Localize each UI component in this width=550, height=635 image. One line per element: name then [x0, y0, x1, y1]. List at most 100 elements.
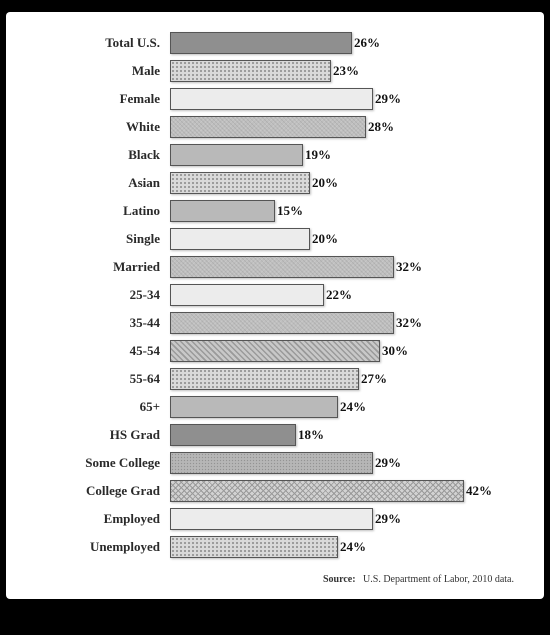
bar-fill: [170, 172, 310, 194]
bar-label: HS Grad: [30, 427, 170, 443]
source-prefix: Source:: [323, 574, 356, 585]
bar-row: Latino 15%: [30, 200, 520, 222]
bar-row: Married 32%: [30, 256, 520, 278]
bar-track: 19%: [170, 144, 520, 166]
bar-label: Black: [30, 147, 170, 163]
bar-track: 26%: [170, 32, 520, 54]
bar-fill: [170, 88, 373, 110]
bar-row: 55-64 27%: [30, 368, 520, 390]
bar-label: Latino: [30, 203, 170, 219]
bar-label: Total U.S.: [30, 35, 170, 51]
bar-value: 28%: [366, 116, 394, 138]
bar-track: 22%: [170, 284, 520, 306]
bar-label: 35-44: [30, 315, 170, 331]
bar-fill: [170, 32, 352, 54]
bar-track: 24%: [170, 536, 520, 558]
bar-value: 24%: [338, 536, 366, 558]
bar-track: 29%: [170, 452, 520, 474]
bar-row: Black 19%: [30, 144, 520, 166]
bar-value: 22%: [324, 284, 352, 306]
bar-label: Unemployed: [30, 539, 170, 555]
bar-rows: Total U.S. 26% Male 23% Female 29% White 28% Bla…: [30, 32, 520, 558]
bar-row: Female 29%: [30, 88, 520, 110]
bar-fill: [170, 452, 373, 474]
bar-track: 27%: [170, 368, 520, 390]
bar-track: 24%: [170, 396, 520, 418]
bar-fill: [170, 424, 296, 446]
bar-label: Married: [30, 259, 170, 275]
bar-row: Unemployed 24%: [30, 536, 520, 558]
bar-value: 29%: [373, 508, 401, 530]
bar-value: 29%: [373, 88, 401, 110]
bar-track: 42%: [170, 480, 520, 502]
bar-row: Asian 20%: [30, 172, 520, 194]
bar-label: Employed: [30, 511, 170, 527]
bar-value: 42%: [464, 480, 492, 502]
bar-value: 32%: [394, 256, 422, 278]
bar-fill: [170, 60, 331, 82]
bar-value: 23%: [331, 60, 359, 82]
bar-value: 32%: [394, 312, 422, 334]
bar-fill: [170, 200, 275, 222]
bar-fill: [170, 368, 359, 390]
bar-fill: [170, 228, 310, 250]
bar-row: 65+ 24%: [30, 396, 520, 418]
bar-track: 15%: [170, 200, 520, 222]
bar-track: 20%: [170, 228, 520, 250]
source-text: U.S. Department of Labor, 2010 data.: [363, 574, 514, 585]
bar-label: 45-54: [30, 343, 170, 359]
bar-fill: [170, 144, 303, 166]
bar-label: Male: [30, 63, 170, 79]
bar-fill: [170, 284, 324, 306]
bar-track: 32%: [170, 256, 520, 278]
bar-label: Single: [30, 231, 170, 247]
bar-row: Some College 29%: [30, 452, 520, 474]
bar-track: 18%: [170, 424, 520, 446]
bar-fill: [170, 536, 338, 558]
bar-row: 45-54 30%: [30, 340, 520, 362]
bar-row: HS Grad 18%: [30, 424, 520, 446]
bar-track: 30%: [170, 340, 520, 362]
bar-value: 20%: [310, 228, 338, 250]
bar-label: 65+: [30, 399, 170, 415]
bar-fill: [170, 256, 394, 278]
source-line: Source: U.S. Department of Labor, 2010 d…: [30, 574, 514, 585]
bar-row: White 28%: [30, 116, 520, 138]
bar-fill: [170, 480, 464, 502]
bar-label: White: [30, 119, 170, 135]
bar-value: 20%: [310, 172, 338, 194]
bar-label: Asian: [30, 175, 170, 191]
bar-row: Employed 29%: [30, 508, 520, 530]
bar-track: 28%: [170, 116, 520, 138]
bar-fill: [170, 340, 380, 362]
bar-value: 18%: [296, 424, 324, 446]
chart-card: Total U.S. 26% Male 23% Female 29% White 28% Bla…: [6, 12, 544, 599]
bar-row: 35-44 32%: [30, 312, 520, 334]
bar-row: College Grad 42%: [30, 480, 520, 502]
bar-value: 29%: [373, 452, 401, 474]
bar-value: 24%: [338, 396, 366, 418]
bar-value: 15%: [275, 200, 303, 222]
bar-row: Male 23%: [30, 60, 520, 82]
bar-label: Female: [30, 91, 170, 107]
bar-row: Single 20%: [30, 228, 520, 250]
bar-label: 55-64: [30, 371, 170, 387]
bar-track: 23%: [170, 60, 520, 82]
bar-label: College Grad: [30, 483, 170, 499]
bar-row: Total U.S. 26%: [30, 32, 520, 54]
bar-value: 26%: [352, 32, 380, 54]
bar-track: 32%: [170, 312, 520, 334]
bar-track: 29%: [170, 508, 520, 530]
bar-label: Some College: [30, 455, 170, 471]
bar-row: 25-34 22%: [30, 284, 520, 306]
bar-label: 25-34: [30, 287, 170, 303]
bar-value: 19%: [303, 144, 331, 166]
bar-fill: [170, 312, 394, 334]
bar-fill: [170, 508, 373, 530]
bar-track: 20%: [170, 172, 520, 194]
bar-fill: [170, 116, 366, 138]
bar-fill: [170, 396, 338, 418]
bar-value: 30%: [380, 340, 408, 362]
bar-track: 29%: [170, 88, 520, 110]
bar-value: 27%: [359, 368, 387, 390]
